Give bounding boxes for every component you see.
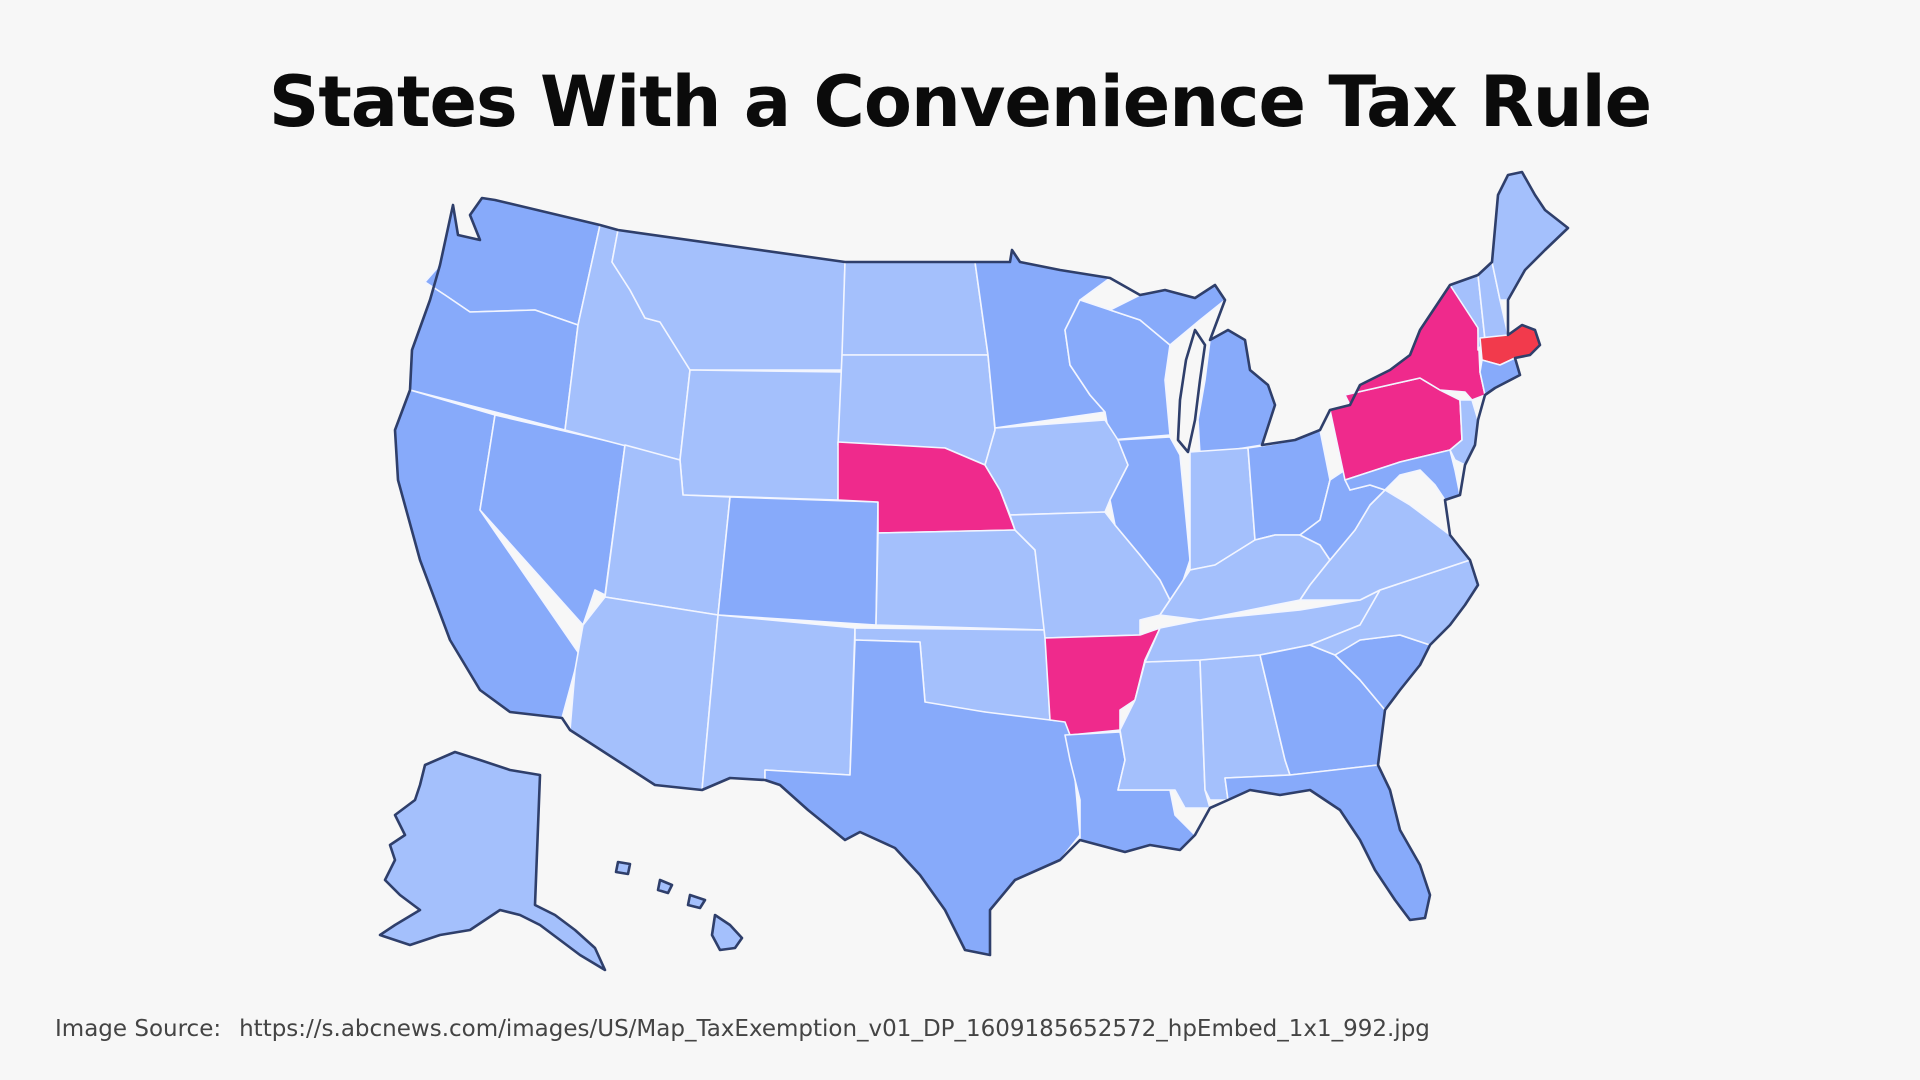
image-source-url[interactable]: https://s.abcnews.com/images/US/Map_TaxE… [239,1016,1430,1042]
alaska-outline [378,750,607,972]
lake-michigan [1178,330,1205,452]
state-arkansas [1044,627,1161,736]
hawaii-outline [614,860,744,952]
state-new-mexico [701,614,856,791]
state-wyoming [679,369,843,501]
lake-michigan-outline [1176,328,1207,454]
state-maine [1491,171,1569,301]
state-kansas [875,529,1046,631]
state-illinois [1109,436,1191,601]
state-alaska [379,751,606,971]
state-michigan-lower [1197,329,1276,456]
state-florida [1224,764,1431,921]
image-source-label: Image Source: [55,1016,222,1042]
state-iowa [984,419,1129,516]
us-outline [393,170,1570,957]
map-title: States With a Convenience Tax Rule [268,61,1652,143]
state-colorado [717,496,879,626]
image-source: Image Source: https://s.abcnews.com/image… [55,1016,1430,1042]
state-arizona [569,596,719,791]
state-north-dakota [841,261,989,356]
state-maryland [1344,449,1461,501]
